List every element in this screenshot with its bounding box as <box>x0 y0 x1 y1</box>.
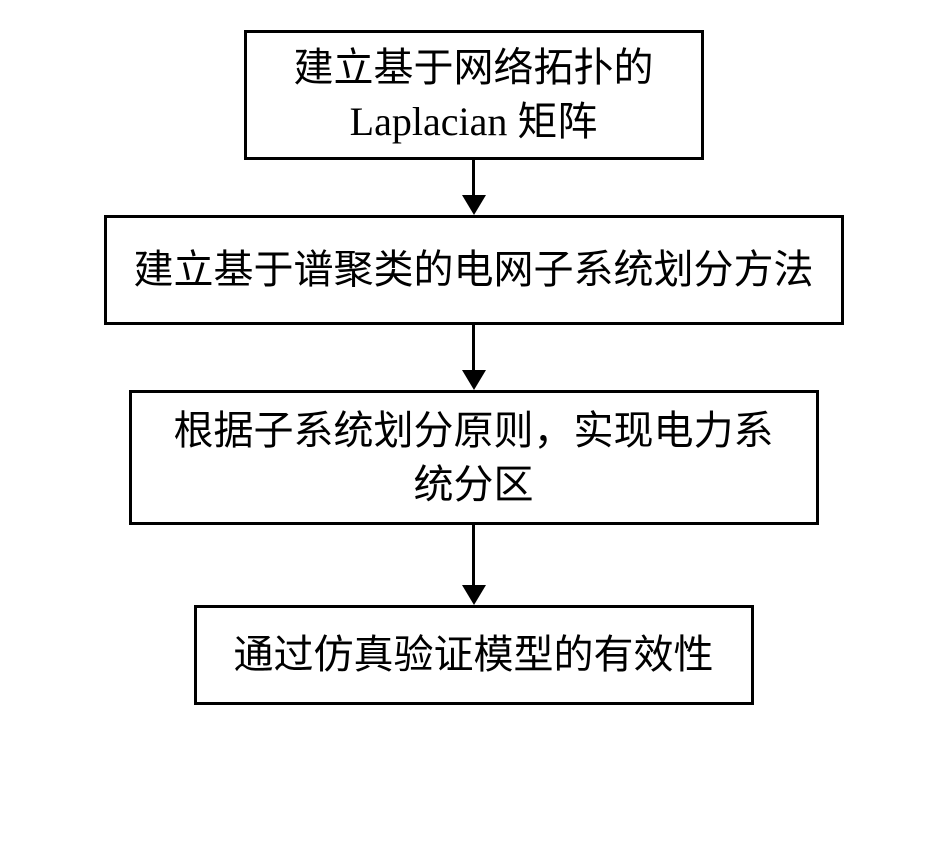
arrow-1-line <box>472 160 475 195</box>
flow-step-4-line1: 通过仿真验证模型的有效性 <box>234 628 714 682</box>
arrow-2 <box>462 325 486 390</box>
arrow-3 <box>462 525 486 605</box>
arrow-2-line <box>472 325 475 370</box>
flow-step-2: 建立基于谱聚类的电网子系统划分方法 <box>104 215 844 325</box>
flow-step-3: 根据子系统划分原则，实现电力系 统分区 <box>129 390 819 525</box>
flow-step-3-line2: 统分区 <box>414 462 534 507</box>
flow-step-1-line1: 建立基于网络拓扑的 <box>294 45 654 90</box>
flow-step-1: 建立基于网络拓扑的 Laplacian 矩阵 <box>244 30 704 160</box>
flow-step-1-line2: Laplacian 矩阵 <box>350 99 598 144</box>
arrow-3-line <box>472 525 475 585</box>
arrow-1-head <box>462 195 486 215</box>
flow-step-3-line1: 根据子系统划分原则，实现电力系 <box>174 408 774 453</box>
flow-step-4: 通过仿真验证模型的有效性 <box>194 605 754 705</box>
flowchart-container: 建立基于网络拓扑的 Laplacian 矩阵 建立基于谱聚类的电网子系统划分方法… <box>104 30 844 705</box>
arrow-3-head <box>462 585 486 605</box>
flow-step-2-line1: 建立基于谱聚类的电网子系统划分方法 <box>134 243 814 297</box>
arrow-1 <box>462 160 486 215</box>
arrow-2-head <box>462 370 486 390</box>
